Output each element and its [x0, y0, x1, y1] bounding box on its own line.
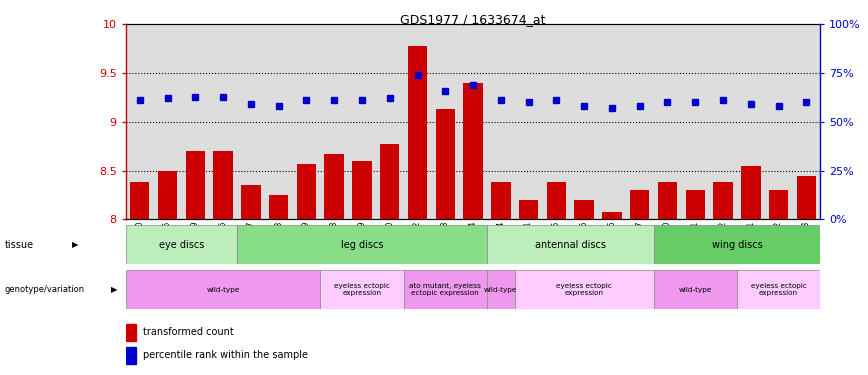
Bar [741, 166, 760, 219]
Bar [487, 270, 515, 309]
Bar [126, 346, 136, 364]
Text: ▶: ▶ [72, 240, 78, 249]
Text: wild-type: wild-type [484, 286, 517, 292]
Bar [769, 190, 788, 219]
Bar [404, 270, 487, 309]
Bar [126, 270, 320, 309]
Bar [408, 46, 427, 219]
Bar [797, 176, 816, 219]
Bar [352, 161, 372, 219]
Bar [515, 270, 654, 309]
Bar [658, 182, 677, 219]
Text: ato mutant, eyeless
ectopic expression: ato mutant, eyeless ectopic expression [410, 283, 481, 296]
Bar [519, 200, 538, 219]
Bar [158, 171, 177, 219]
Text: percentile rank within the sample: percentile rank within the sample [143, 350, 308, 360]
Bar [630, 190, 649, 219]
Text: ▶: ▶ [111, 285, 117, 294]
Bar [241, 185, 260, 219]
Bar [547, 182, 566, 219]
Bar [126, 324, 136, 340]
Bar [654, 270, 737, 309]
Bar [602, 211, 621, 219]
Bar [186, 151, 205, 219]
Text: GDS1977 / 1633674_at: GDS1977 / 1633674_at [400, 13, 546, 26]
Bar [487, 225, 654, 264]
Bar [126, 225, 237, 264]
Bar [320, 270, 404, 309]
Bar [325, 154, 344, 219]
Bar [654, 225, 820, 264]
Bar [297, 164, 316, 219]
Text: eyeless ectopic
expression: eyeless ectopic expression [334, 283, 390, 296]
Bar [380, 144, 399, 219]
Text: wing discs: wing discs [712, 240, 762, 250]
Bar [491, 182, 510, 219]
Text: eyeless ectopic
expression: eyeless ectopic expression [556, 283, 612, 296]
Bar [130, 182, 149, 219]
Bar [214, 151, 233, 219]
Text: wild-type: wild-type [679, 286, 712, 292]
Bar [575, 200, 594, 219]
Bar [269, 195, 288, 219]
Text: transformed count: transformed count [143, 327, 234, 338]
Text: eye discs: eye discs [159, 240, 204, 250]
Bar [713, 182, 733, 219]
Bar [436, 109, 455, 219]
Bar [464, 83, 483, 219]
Bar [737, 270, 820, 309]
Text: antennal discs: antennal discs [535, 240, 606, 250]
Text: leg discs: leg discs [341, 240, 383, 250]
Text: genotype/variation: genotype/variation [4, 285, 84, 294]
Text: tissue: tissue [4, 240, 34, 250]
Bar [686, 190, 705, 219]
Bar [237, 225, 487, 264]
Text: wild-type: wild-type [207, 286, 240, 292]
Text: eyeless ectopic
expression: eyeless ectopic expression [751, 283, 806, 296]
